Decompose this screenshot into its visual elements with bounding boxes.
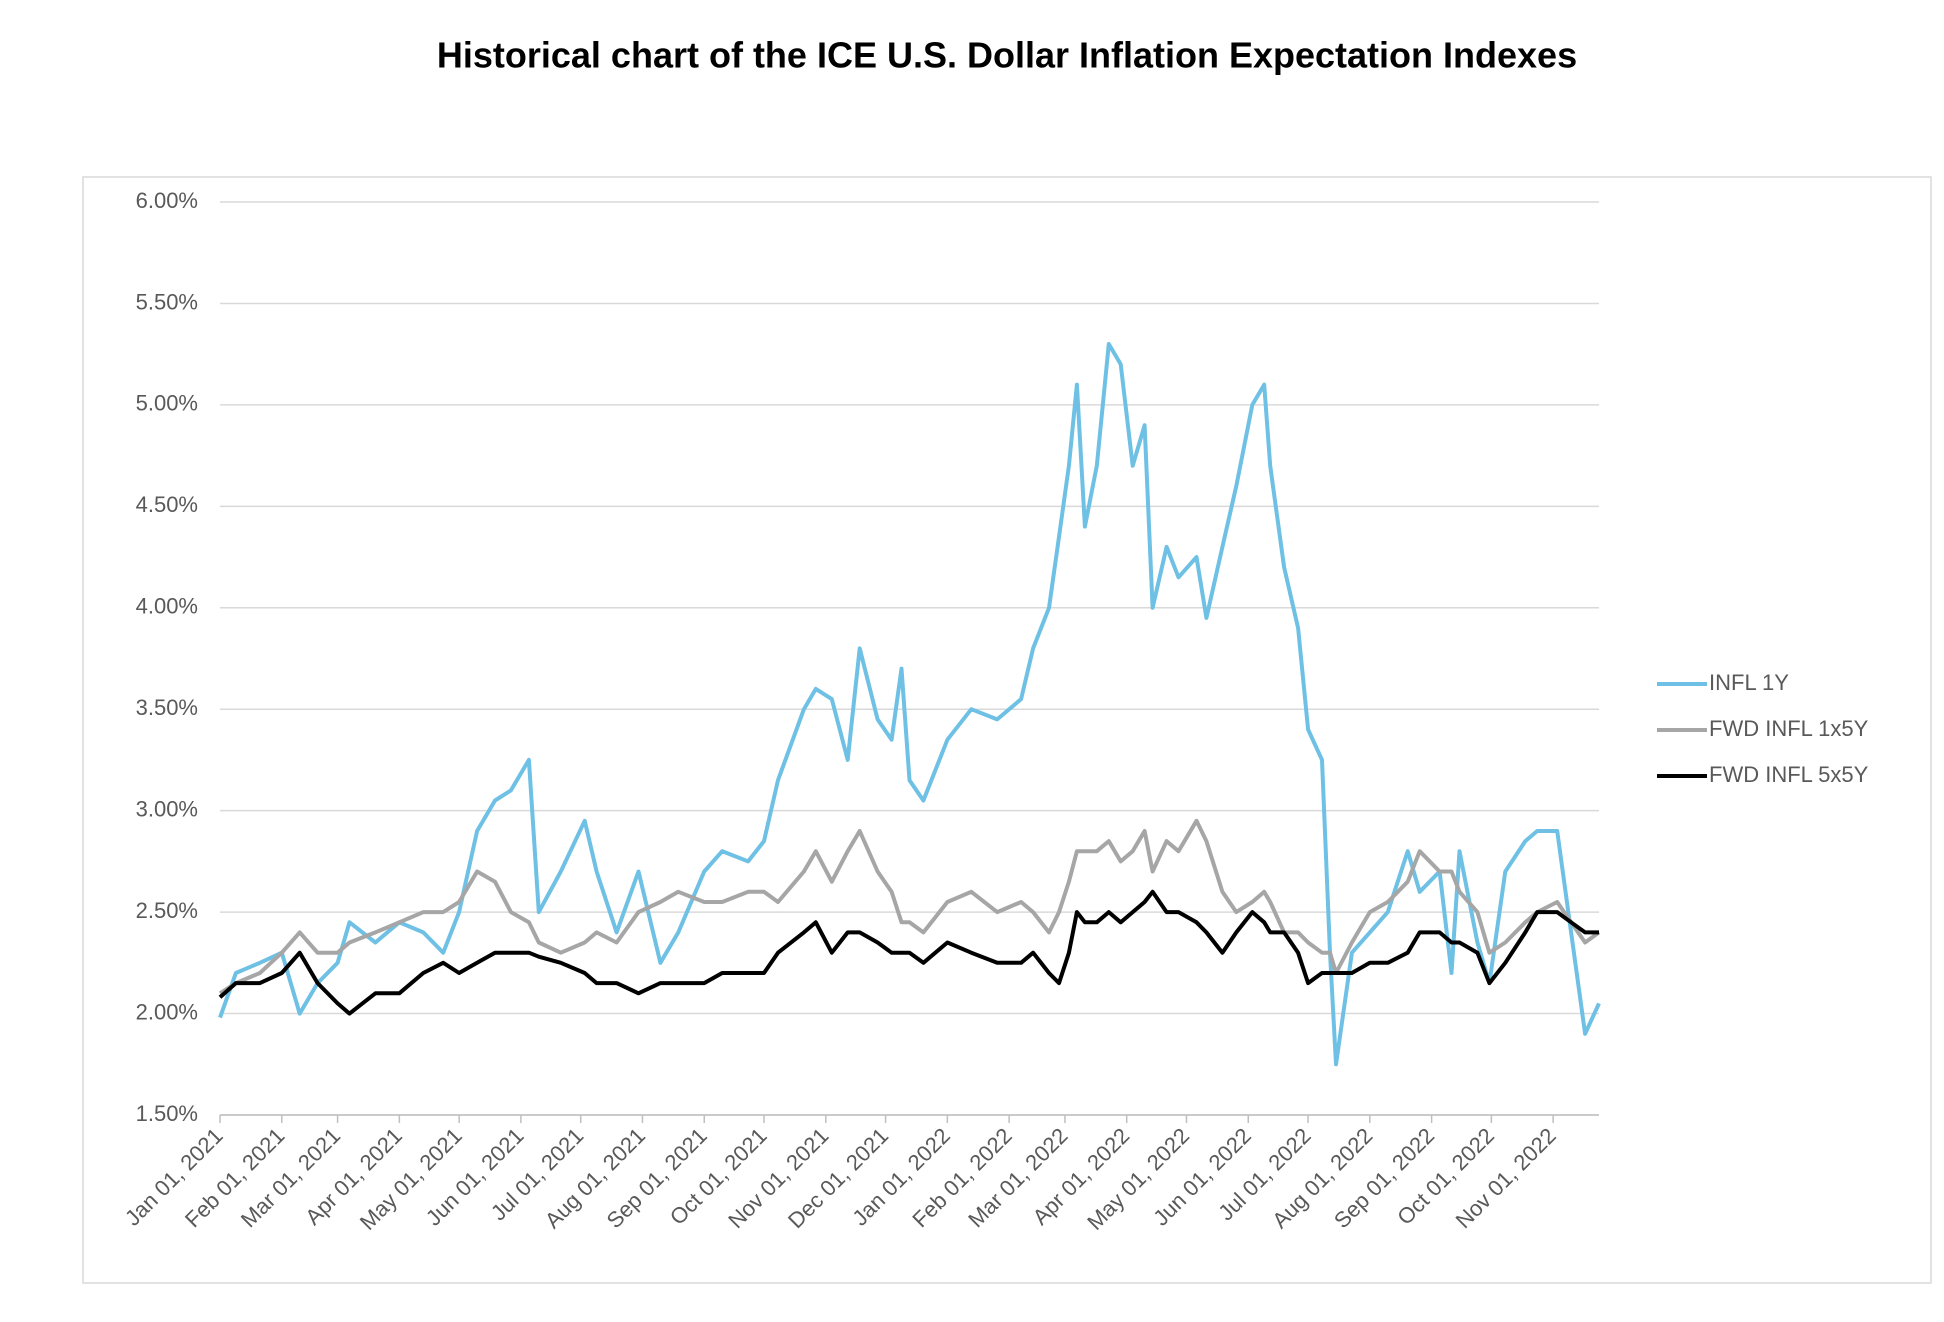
y-tick-label: 4.00% (136, 594, 198, 619)
y-tick-label: 3.50% (136, 695, 198, 720)
legend-label: INFL 1Y (1709, 670, 1789, 695)
series-line (218, 342, 1601, 1067)
chart-title: Historical chart of the ICE U.S. Dollar … (437, 35, 1577, 76)
chart-frame (82, 176, 1932, 1284)
legend-label: FWD INFL 5x5Y (1709, 762, 1869, 787)
y-tick-label: 4.50% (136, 492, 198, 517)
y-tick-label: 3.00% (136, 796, 198, 821)
y-tick-label: 2.50% (136, 898, 198, 923)
y-tick-label: 1.50% (136, 1101, 198, 1126)
y-tick-label: 5.00% (136, 391, 198, 416)
y-tick-label: 5.50% (136, 289, 198, 314)
series-line (218, 889, 1599, 1016)
series-line (218, 818, 1601, 995)
legend-label: FWD INFL 1x5Y (1709, 716, 1869, 741)
y-tick-label: 2.00% (136, 999, 198, 1024)
y-tick-label: 6.00% (136, 188, 198, 213)
